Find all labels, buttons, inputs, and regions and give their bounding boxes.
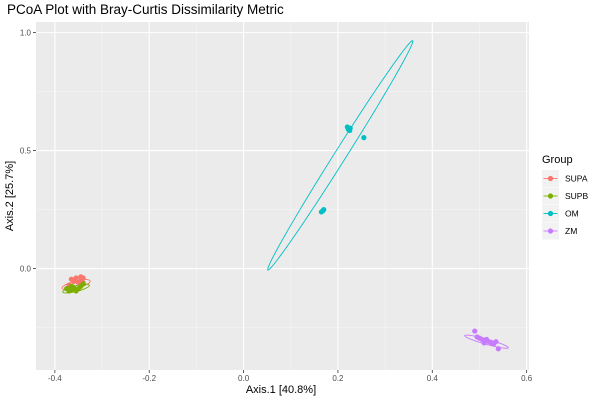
point-om <box>347 125 353 131</box>
x-tick-label: -0.2 <box>142 374 156 383</box>
x-tick-label: 0.6 <box>521 374 533 383</box>
legend-label-supa: SUPA <box>565 174 588 184</box>
points-layer <box>64 124 501 352</box>
point-om <box>361 135 367 141</box>
y-tick-label: 0.5 <box>20 147 32 156</box>
legend-label-supb: SUPB <box>565 191 588 201</box>
x-tick-label: -0.4 <box>48 374 62 383</box>
legend-title: Group <box>542 154 573 166</box>
ellipse-zm <box>464 334 509 349</box>
point-zm <box>481 340 487 346</box>
x-tick-label: 0.0 <box>238 374 250 383</box>
point-supb <box>66 288 72 294</box>
point-om <box>320 208 326 214</box>
point-zm <box>472 328 478 334</box>
y-axis-ticks: 0.0 0.5 1.0 <box>20 29 36 274</box>
legend-label-zm: ZM <box>565 226 577 236</box>
x-tick-label: 0.4 <box>427 374 439 383</box>
legend-key-point <box>547 175 554 182</box>
point-supb <box>80 281 86 287</box>
point-zm <box>476 335 483 341</box>
x-axis-title: Axis.1 [40.8%] <box>246 384 316 396</box>
ellipse-om <box>267 40 414 271</box>
point-supa <box>71 278 77 285</box>
minor-grid <box>36 22 529 370</box>
legend: Group SUPA SUPB OM ZM <box>542 154 588 240</box>
point-supb <box>68 283 74 289</box>
point-zm <box>495 346 501 352</box>
x-axis-ticks: -0.4 -0.2 0.0 0.2 0.4 0.6 <box>48 370 533 383</box>
y-axis-title: Axis.2 [25.7%] <box>4 161 16 231</box>
legend-key-point <box>547 210 554 217</box>
plot-panel <box>36 22 529 370</box>
chart-title: PCoA Plot with Bray-Curtis Dissimilarity… <box>7 2 284 17</box>
major-grid <box>36 22 529 370</box>
legend-key-point <box>547 228 554 234</box>
legend-key-point <box>547 193 554 199</box>
x-tick-label: 0.2 <box>332 374 344 383</box>
y-tick-label: 1.0 <box>20 29 32 38</box>
legend-label-om: OM <box>565 209 579 219</box>
y-tick-label: 0.0 <box>20 265 32 274</box>
point-zm <box>493 339 499 345</box>
